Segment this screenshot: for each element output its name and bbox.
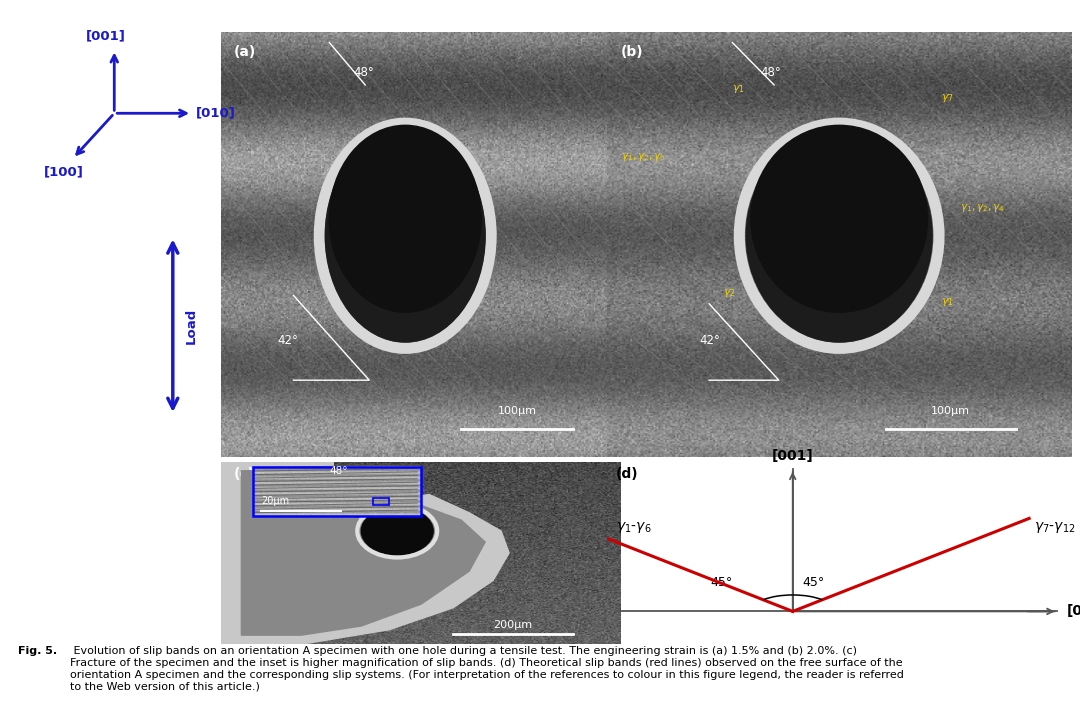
Text: 45°: 45° [802, 576, 824, 590]
Text: 200μm: 200μm [494, 620, 532, 630]
Text: $\mathit{\gamma_1}$-$\mathit{\gamma_6}$: $\mathit{\gamma_1}$-$\mathit{\gamma_6}$ [617, 520, 651, 535]
Text: 45°: 45° [710, 576, 732, 590]
Text: 42°: 42° [278, 334, 298, 347]
Ellipse shape [361, 507, 433, 555]
Text: $\gamma_7$: $\gamma_7$ [942, 92, 954, 104]
Text: (d): (d) [617, 467, 639, 481]
Bar [374, 498, 389, 506]
Text: 100μm: 100μm [498, 406, 537, 416]
Text: (a): (a) [233, 45, 256, 59]
Text: [010]: [010] [1067, 605, 1080, 618]
Ellipse shape [751, 125, 928, 312]
Text: Load: Load [185, 307, 198, 344]
Ellipse shape [746, 130, 932, 342]
Text: [001]: [001] [85, 30, 125, 42]
Text: 48°: 48° [760, 67, 781, 79]
Text: $\gamma_1$: $\gamma_1$ [732, 84, 745, 96]
Text: Evolution of slip bands on an orientation A specimen with one hole during a tens: Evolution of slip bands on an orientatio… [70, 646, 904, 691]
Bar [254, 467, 421, 516]
Text: Fig. 5.: Fig. 5. [18, 646, 57, 656]
Text: $\gamma_1$: $\gamma_1$ [942, 296, 954, 308]
Text: [001]: [001] [772, 450, 813, 464]
Text: (b): (b) [621, 45, 644, 59]
Text: [100]: [100] [44, 166, 84, 178]
Ellipse shape [325, 130, 485, 342]
Polygon shape [221, 462, 509, 644]
Text: 42°: 42° [700, 334, 720, 347]
Ellipse shape [329, 125, 482, 312]
Text: 48°: 48° [329, 467, 348, 476]
Text: (c): (c) [233, 467, 255, 481]
Text: 20μm: 20μm [261, 496, 289, 506]
Text: $\gamma_1,\gamma_2,\gamma_4$: $\gamma_1,\gamma_2,\gamma_4$ [960, 202, 1005, 215]
Text: $\gamma_2$: $\gamma_2$ [724, 287, 735, 299]
Text: 48°: 48° [353, 67, 374, 79]
Text: 100μm: 100μm [931, 406, 970, 416]
Text: [010]: [010] [195, 107, 235, 120]
Text: $\mathit{\gamma_7}$-$\mathit{\gamma_{12}}$: $\mathit{\gamma_7}$-$\mathit{\gamma_{12}… [1034, 520, 1076, 535]
Polygon shape [242, 471, 485, 635]
Text: $\gamma_1,\gamma_2,\gamma_6$: $\gamma_1,\gamma_2,\gamma_6$ [621, 152, 666, 164]
